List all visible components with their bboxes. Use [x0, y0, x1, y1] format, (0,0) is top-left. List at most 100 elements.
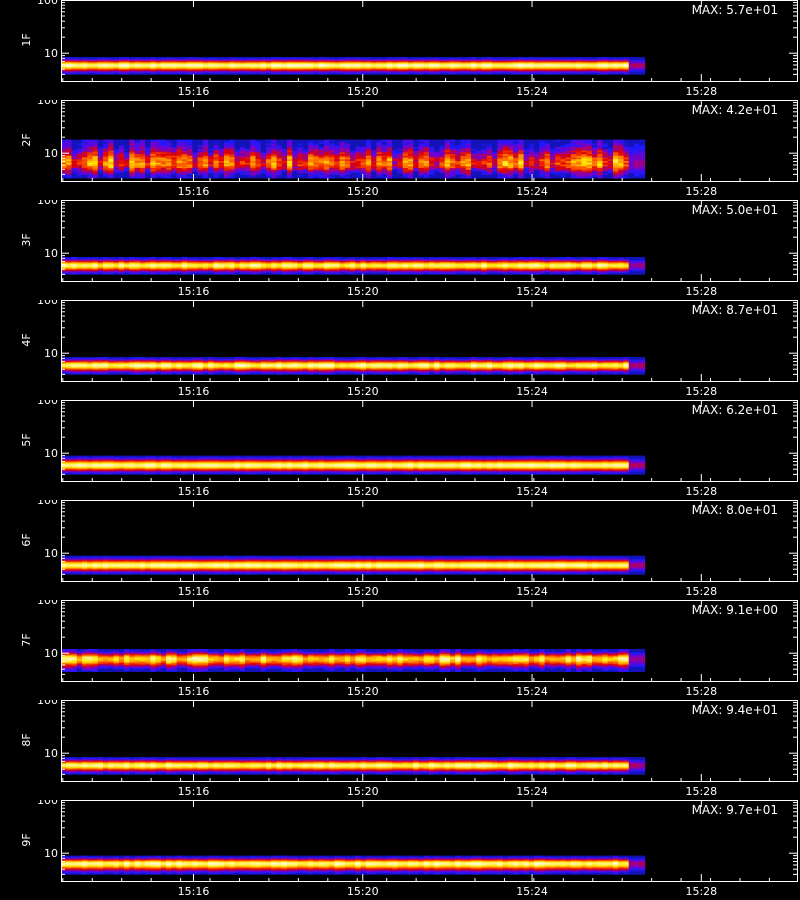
heatmap-cell [187, 151, 194, 155]
heatmap-cell [318, 65, 325, 67]
heatmap-cell [260, 174, 267, 177]
heatmap-cell [534, 60, 540, 63]
heatmap-cell [118, 171, 125, 174]
heatmap-cell [124, 57, 130, 59]
heatmap-cell [66, 66, 73, 68]
heatmap-cell [155, 157, 162, 160]
heatmap-cell [386, 158, 393, 162]
heatmap-cell [586, 150, 593, 153]
heatmap-cell [287, 171, 293, 174]
heatmap-cell [255, 71, 262, 73]
heatmap-cell [329, 66, 335, 68]
heatmap-cell [271, 71, 278, 73]
heatmap-cell [355, 71, 362, 73]
heatmap-cell [507, 167, 514, 170]
heatmap-cell [586, 146, 593, 149]
heatmap-cell [544, 164, 551, 167]
heatmap-cell [260, 141, 267, 144]
heatmap-cell [502, 68, 509, 70]
heatmap-cell [339, 72, 346, 74]
heatmap-cell [260, 144, 267, 148]
heatmap-cell [234, 174, 241, 177]
heatmap-cell [97, 58, 104, 60]
heatmap-cell [507, 172, 514, 176]
heatmap-cell [66, 71, 73, 74]
heatmap-cell [392, 65, 399, 67]
heatmap-cell [61, 62, 67, 64]
heatmap-cell [129, 139, 136, 142]
heatmap-cell [134, 71, 141, 73]
heatmap-cell [87, 60, 94, 63]
heatmap-cell [139, 157, 146, 160]
heatmap-cell [245, 162, 251, 165]
heatmap-cell [481, 60, 488, 63]
heatmap-cell [397, 165, 404, 169]
heatmap-cell [223, 73, 230, 75]
heatmap-cell [208, 141, 215, 144]
heatmap-cell [103, 69, 109, 71]
heatmap-cell [634, 64, 640, 66]
heatmap-cell [308, 144, 314, 148]
heatmap-cell [544, 66, 551, 68]
heatmap-cell [497, 58, 504, 60]
heatmap-cell [523, 143, 530, 146]
heatmap-cell [586, 176, 593, 179]
heatmap-cell [486, 146, 493, 149]
heatmap-cell [392, 60, 399, 62]
heatmap-cell [402, 69, 409, 71]
heatmap-cell [197, 146, 204, 149]
heatmap-cell [444, 165, 451, 169]
heatmap-cell [313, 160, 320, 163]
heatmap-cell [229, 66, 236, 68]
heatmap-cell [87, 71, 94, 74]
heatmap-cell [444, 153, 451, 156]
heatmap-cell [450, 57, 456, 59]
heatmap-cell [181, 167, 188, 170]
heatmap-cell [302, 172, 309, 176]
heatmap-cell [555, 62, 562, 64]
heatmap-cell [565, 59, 572, 61]
heatmap-cell [339, 71, 346, 74]
heatmap-cell [266, 64, 272, 66]
heatmap-cell [502, 176, 509, 179]
heatmap-cell [634, 61, 640, 63]
heatmap-cell [213, 162, 220, 165]
heatmap-cell [255, 176, 262, 179]
heatmap-cell [108, 162, 115, 165]
heatmap-cell [229, 167, 236, 170]
heatmap-cell [313, 141, 320, 144]
heatmap-cell [308, 157, 314, 160]
heatmap-cell [297, 171, 304, 174]
heatmap-cell [434, 63, 441, 65]
heatmap-cell [639, 58, 646, 60]
heatmap-cell [507, 174, 514, 177]
heatmap-cell [134, 164, 141, 167]
heatmap-cell [218, 64, 225, 66]
heatmap-cell [92, 71, 99, 74]
heatmap-cell [534, 71, 540, 73]
heatmap-cell [181, 144, 188, 148]
heatmap-cell [334, 139, 341, 142]
heatmap-cell [202, 151, 209, 155]
heatmap-cell [213, 153, 220, 156]
heatmap-cell [355, 62, 362, 64]
heatmap-cell [581, 69, 588, 71]
heatmap-cell [155, 56, 162, 59]
heatmap-cell [528, 155, 535, 158]
heatmap-cell [518, 71, 525, 73]
heatmap-cell [460, 143, 467, 146]
heatmap-cell [497, 69, 504, 71]
heatmap-cell [439, 62, 446, 64]
heatmap-cell [339, 60, 346, 63]
heatmap-cell [318, 164, 325, 167]
heatmap-cell [171, 150, 178, 153]
heatmap-cell [397, 71, 404, 73]
heatmap-cell [381, 58, 388, 60]
heatmap-cell [223, 144, 230, 148]
heatmap-cell [339, 148, 346, 151]
heatmap-cell [66, 157, 73, 160]
heatmap-cell [287, 58, 293, 60]
heatmap-cell [103, 164, 109, 167]
heatmap-cell [255, 64, 262, 67]
heatmap-cell [208, 68, 215, 70]
